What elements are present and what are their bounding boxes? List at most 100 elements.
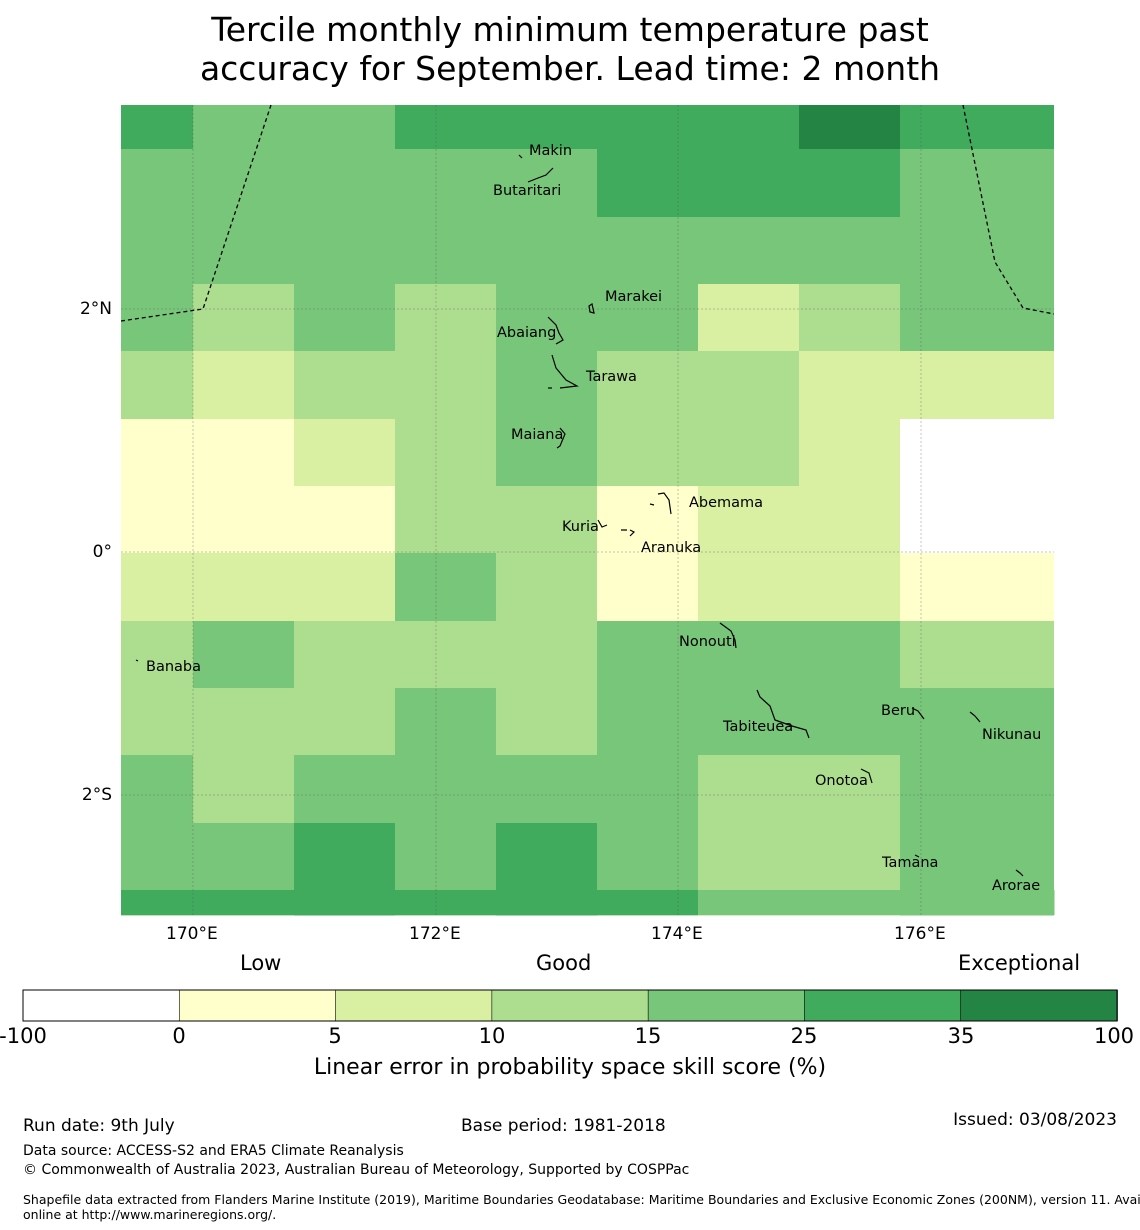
island-label-banaba: Banaba (146, 659, 201, 675)
grid-cell (121, 217, 194, 285)
grid-cell (597, 890, 699, 915)
colorbar-tick-1: 0 (172, 1024, 186, 1048)
colorbar (22, 989, 1118, 1022)
grid-cell (900, 284, 1002, 352)
colorbar-segment (335, 989, 493, 1022)
grid-cell (1001, 755, 1054, 824)
island-label-makin: Makin (529, 143, 572, 159)
grid-cell (193, 486, 295, 554)
island-label-abemama: Abemama (689, 495, 763, 511)
grid-cell (496, 688, 598, 756)
island-label-nonouti: Nonouti (679, 634, 736, 650)
grid-cell (799, 621, 901, 689)
shapefile-credit-line-1: Shapefile data extracted from Flanders M… (23, 1192, 1140, 1207)
grid-cell (294, 217, 396, 285)
island-label-butaritari: Butaritari (493, 183, 561, 199)
data-source: Data source: ACCESS-S2 and ERA5 Climate … (23, 1143, 404, 1159)
grid-cell (799, 755, 901, 824)
grid-cell (698, 284, 800, 352)
grid-cell (294, 149, 396, 218)
grid-cell (597, 621, 699, 689)
grid-cell (698, 149, 800, 218)
grid-cell (698, 755, 800, 824)
grid-cell (193, 688, 295, 756)
island-label-marakei: Marakei (605, 289, 662, 305)
grid-cell (900, 755, 1002, 824)
grid-cell (799, 419, 901, 487)
grid-cell (1001, 105, 1054, 150)
island-label-nikunau: Nikunau (982, 727, 1041, 743)
grid-cell (698, 621, 800, 689)
grid-cell (900, 105, 1002, 150)
grid-cell (496, 284, 598, 352)
grid-cell (1001, 284, 1054, 352)
grid-cell (698, 217, 800, 285)
grid-cell (1001, 149, 1054, 218)
colorbar-segment (647, 989, 806, 1022)
colorbar-segment (22, 989, 181, 1022)
grid-cell (900, 217, 1002, 285)
grid-cell (597, 351, 699, 420)
grid-cell (395, 217, 497, 285)
lat-tick-2s: 2°S (81, 785, 112, 805)
grid-cell (294, 284, 396, 352)
grid-cell (597, 486, 699, 554)
grid-cell (1001, 553, 1054, 622)
grid-cell (395, 351, 497, 420)
grid-cell (121, 105, 194, 150)
grid-cell (395, 149, 497, 218)
grid-cell (294, 688, 396, 756)
grid-cell (698, 351, 800, 420)
colorbar-segment (491, 989, 649, 1022)
grid-cell (597, 217, 699, 285)
grid-cell (799, 351, 901, 420)
grid-cell (294, 890, 396, 915)
grid-cell (799, 688, 901, 756)
lon-tick-172e: 172°E (409, 924, 461, 944)
grid-cell (597, 105, 699, 150)
colorbar-segment (804, 989, 962, 1022)
island-labels: Makin Butaritari Marakei Abaiang Tarawa … (146, 143, 1041, 894)
grid-cell (395, 688, 497, 756)
grid-cell (121, 621, 194, 689)
grid-cell (395, 553, 497, 622)
grid-cell (395, 419, 497, 487)
grid-cell (496, 755, 598, 824)
grid-cell (799, 105, 901, 150)
colorbar-tick-6: 35 (947, 1024, 975, 1048)
graticule (121, 105, 1054, 915)
grid-cell (597, 149, 699, 218)
grid-cell (597, 755, 699, 824)
island-label-arorae: Arorae (992, 878, 1040, 894)
island-label-tabiteuea: Tabiteuea (722, 719, 793, 735)
grid-cell (193, 284, 295, 352)
grid-cell (900, 688, 1002, 756)
grid-cell (193, 105, 295, 150)
grid-cell (294, 351, 396, 420)
grid-cell (121, 755, 194, 824)
grid-cell (597, 419, 699, 487)
grid-cell (193, 217, 295, 285)
grid-cell (193, 553, 295, 622)
grid-cell (496, 217, 598, 285)
map-title: Tercile monthly minimum temperature past… (0, 10, 1140, 88)
grid-cell (496, 553, 598, 622)
grid-cell (193, 351, 295, 420)
grid-cell (900, 149, 1002, 218)
grid-cell (900, 486, 1002, 554)
grid-cell (698, 105, 800, 150)
copyright: © Commonwealth of Australia 2023, Austra… (23, 1162, 690, 1178)
grid-cell (121, 284, 194, 352)
grid-cell (698, 688, 800, 756)
grid-cell (496, 105, 598, 150)
grid-cell (294, 419, 396, 487)
grid-cell (496, 149, 598, 218)
grid-cell (395, 105, 497, 150)
island-label-tarawa: Tarawa (585, 369, 637, 385)
grid-cell (1001, 688, 1054, 756)
colorbar-label: Linear error in probability space skill … (313, 1055, 827, 1080)
grid-cell (900, 419, 1002, 487)
grid-cell (193, 621, 295, 689)
colorbar-tick-3: 10 (478, 1024, 506, 1048)
grid-cell (597, 553, 699, 622)
